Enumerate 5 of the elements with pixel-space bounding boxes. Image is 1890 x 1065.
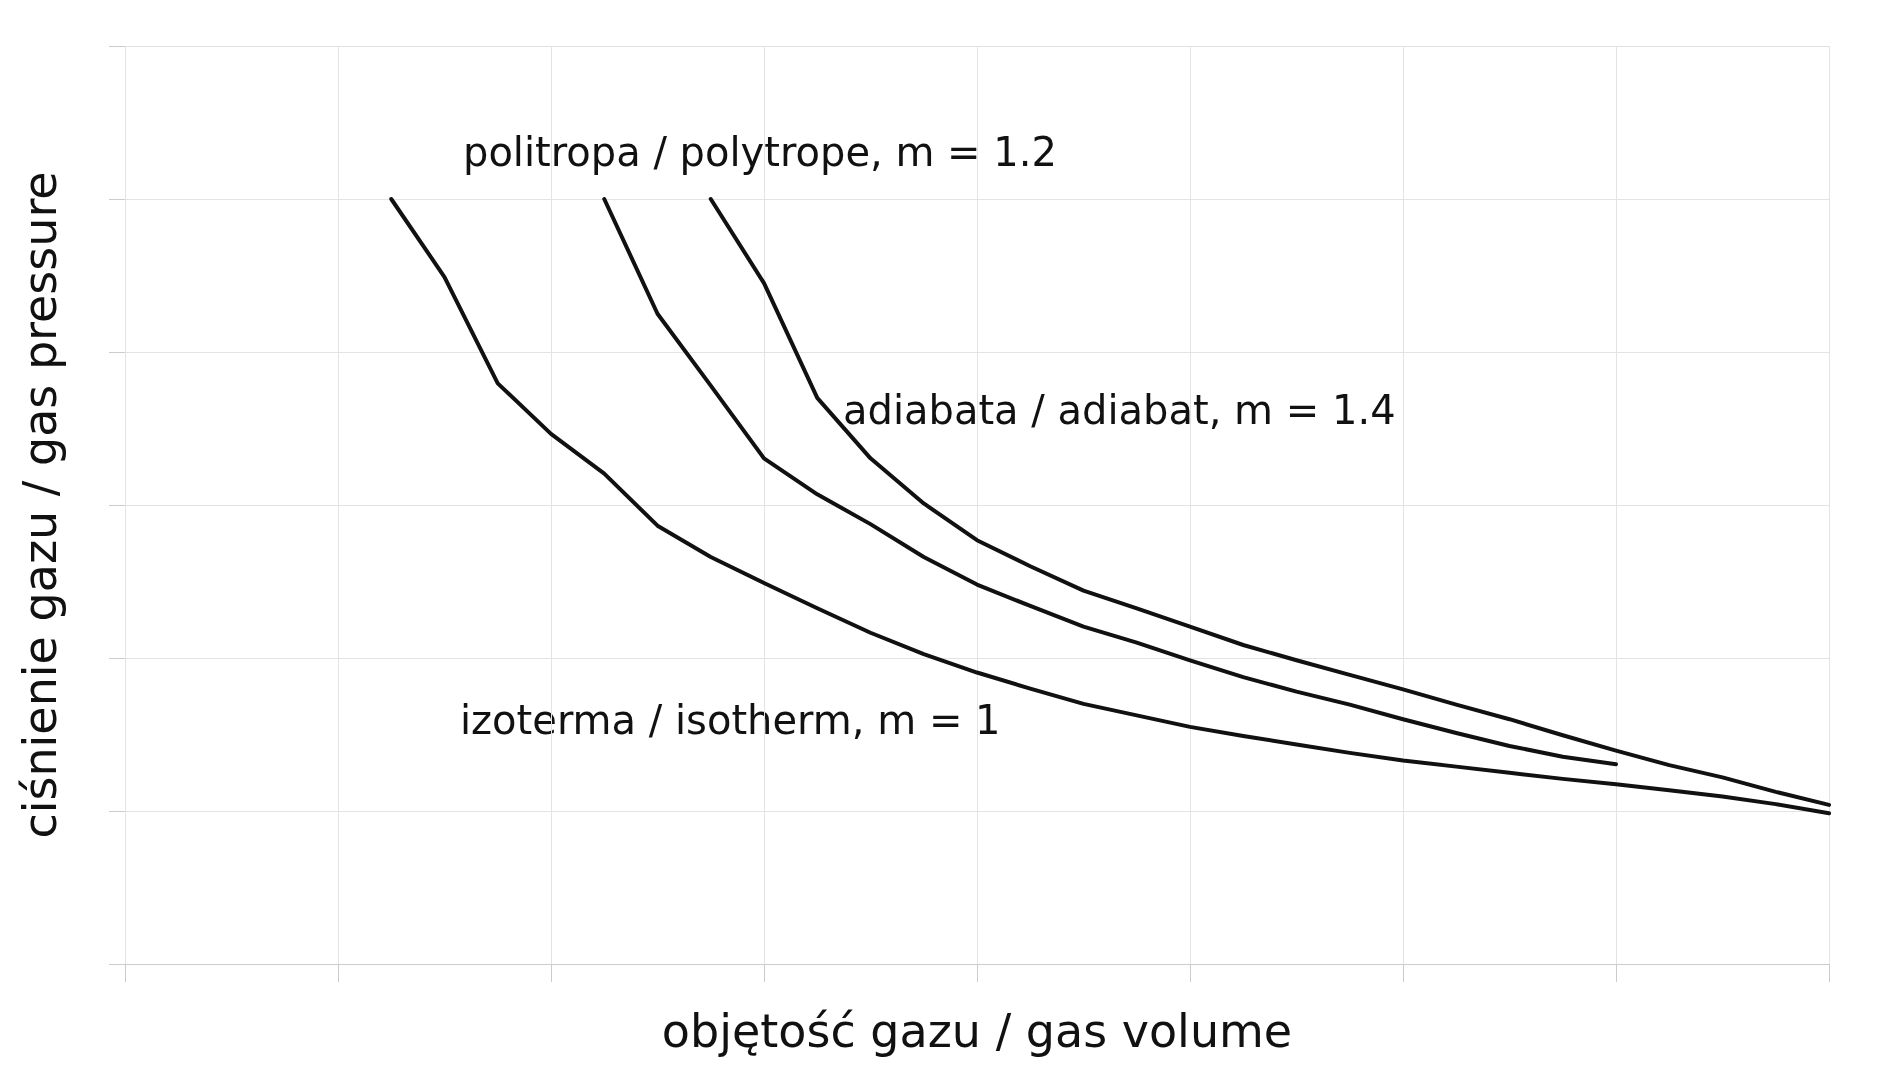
series-label: adiabata / adiabat, m = 1.4 xyxy=(843,387,1396,433)
y-axis-title: ciśnienie gazu / gas pressure xyxy=(13,171,67,839)
series-label: izoterma / isotherm, m = 1 xyxy=(460,697,1001,743)
text: politropa / polytrope, m = 1.2 xyxy=(463,129,1057,175)
x-axis-title: objętość gazu / gas volume xyxy=(661,1004,1293,1058)
